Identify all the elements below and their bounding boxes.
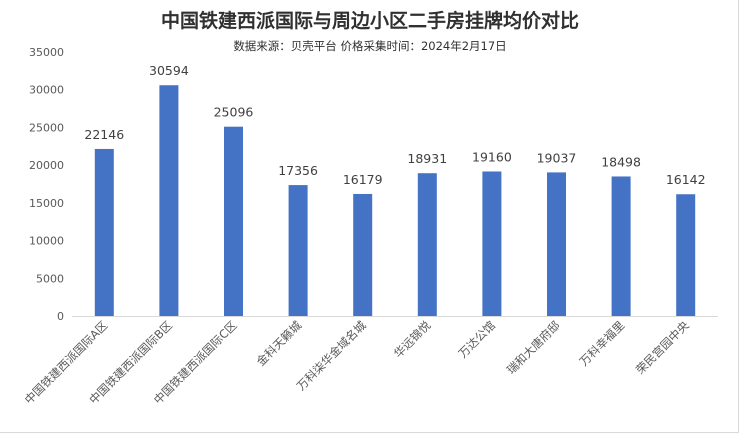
bar <box>224 126 243 316</box>
data-label: 22146 <box>84 127 124 142</box>
y-tick-label: 15000 <box>29 197 64 210</box>
chart-subtitle: 数据来源：贝壳平台 价格采集时间：2024年2月17日 <box>233 39 507 53</box>
category-label: 荣民宫园中央 <box>633 318 692 377</box>
chart-title: 中国铁建西派国际与周边小区二手房挂牌均价对比 <box>160 10 579 32</box>
y-tick-label: 5000 <box>36 272 64 285</box>
data-labels: 22146 30594 25096 17356 16179 18931 19160 19037… <box>84 63 705 187</box>
y-axis: 0 5000 10000 15000 20000 25000 30000 35000 <box>29 46 64 323</box>
category-label: 万科幸福里 <box>577 318 628 369</box>
data-label: 17356 <box>278 163 318 178</box>
category-label: 华远锦悦 <box>391 318 434 361</box>
bar <box>482 171 502 316</box>
bar <box>353 193 373 316</box>
bar <box>288 185 308 316</box>
category-label: 万达公馆 <box>456 318 498 360</box>
y-tick-label: 35000 <box>29 46 64 59</box>
y-tick-label: 25000 <box>29 121 64 134</box>
data-label: 16142 <box>666 172 706 187</box>
bars <box>94 85 696 316</box>
y-tick-label: 20000 <box>29 159 64 172</box>
y-tick-label: 10000 <box>29 235 64 248</box>
bar <box>417 173 437 316</box>
bar <box>159 85 179 316</box>
data-label: 30594 <box>149 63 189 78</box>
category-label: 万科柒华金域名城 <box>294 318 369 393</box>
bar <box>547 172 566 316</box>
data-label: 19160 <box>472 149 512 164</box>
bar <box>611 176 631 316</box>
category-label: 瑞和大唐府邸 <box>504 318 563 377</box>
y-tick-label: 0 <box>57 310 64 323</box>
data-label: 18498 <box>601 154 641 169</box>
data-label: 25096 <box>214 105 254 120</box>
bar <box>94 148 114 316</box>
y-tick-label: 30000 <box>29 84 64 97</box>
category-label: 金科天籁城 <box>254 318 305 369</box>
data-label: 18931 <box>407 151 447 166</box>
data-label: 16179 <box>343 172 383 187</box>
bar <box>676 194 696 316</box>
data-label: 19037 <box>537 150 577 165</box>
